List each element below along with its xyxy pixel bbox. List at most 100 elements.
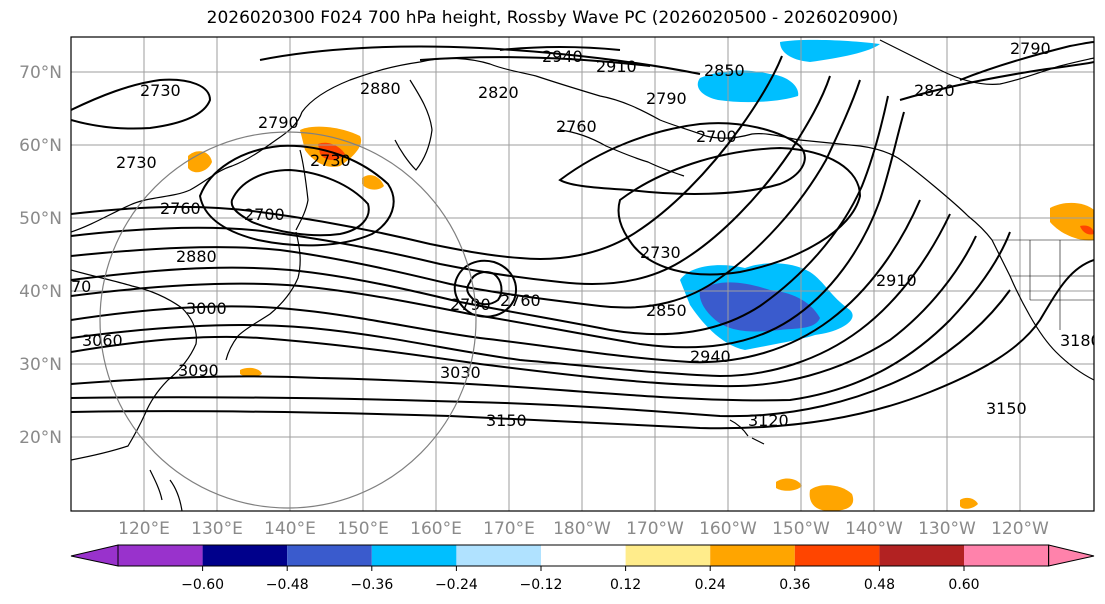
contour-2940-arctic	[499, 46, 621, 51]
contour-2910-arctic	[419, 56, 651, 67]
contour-2760-ne	[558, 122, 806, 195]
lon-label: 160°E	[410, 519, 462, 539]
contour-3030	[71, 213, 951, 378]
lon-label: 180°W	[553, 519, 611, 539]
lat-label: 50°N	[19, 209, 62, 229]
contour-label: 3120	[748, 411, 789, 430]
lat-label: 60°N	[19, 136, 62, 156]
contour-label: 2790	[646, 89, 687, 108]
contour-3000	[71, 199, 921, 364]
lon-label: 150°W	[772, 519, 830, 539]
contour-label: 2730	[640, 243, 681, 262]
contour-label: 3090	[178, 361, 219, 380]
contour-label: 2910	[876, 271, 917, 290]
lat-label: 20°N	[19, 428, 62, 448]
contour-2820-ne	[899, 61, 1094, 101]
lon-label: 130°W	[918, 519, 976, 539]
contour-label: 2850	[646, 301, 687, 320]
contour-3090	[71, 231, 1011, 402]
contour-label: 2790	[450, 295, 491, 314]
lon-label: 170°E	[483, 519, 535, 539]
lon-label: 150°E	[337, 519, 389, 539]
blue-anomaly-north2	[780, 39, 880, 62]
colorbar-segment	[625, 545, 711, 566]
coast-aleutians	[559, 129, 685, 177]
contour-2790-ne	[959, 41, 1094, 81]
colorbar-segment	[118, 545, 203, 566]
lon-label: 120°E	[118, 519, 170, 539]
lat-label: 30°N	[19, 355, 62, 375]
colorbar-tick-label: 0.24	[695, 577, 726, 593]
coast-philippines	[149, 469, 183, 511]
contour-label: 2940	[690, 347, 731, 366]
colorbar-extend-left	[70, 544, 119, 567]
contour-label: 2910	[596, 57, 637, 76]
coast-na-west	[991, 239, 1094, 381]
orange-anomaly-pacific-nw	[1050, 202, 1094, 241]
contour-label: 2760	[160, 199, 201, 218]
contour-label: 2850	[704, 61, 745, 80]
colorbar-tick-label: −0.36	[350, 577, 393, 593]
lon-label: 160°W	[699, 519, 757, 539]
colorbar-extend-right	[1048, 544, 1095, 567]
contour-2850	[71, 75, 831, 285]
contour-2820	[71, 55, 783, 261]
lat-label: 40°N	[19, 282, 62, 302]
contour-label: 3150	[986, 399, 1027, 418]
contour-2700-low	[230, 168, 370, 237]
colorbar-segment	[964, 545, 1049, 566]
coast-alaska	[535, 75, 993, 241]
us-borders	[992, 239, 1094, 330]
contour-label: 70	[71, 277, 91, 296]
lon-label: 120°W	[991, 519, 1049, 539]
blue-anomaly-north	[697, 70, 799, 103]
contour-label: 2940	[542, 47, 583, 66]
contour-2760-low	[466, 271, 503, 306]
contour-label: 3180	[1060, 331, 1101, 350]
colorbar-tick-label: −0.24	[435, 577, 478, 593]
lon-label: 170°W	[626, 519, 684, 539]
contour-label: 2700	[696, 127, 737, 146]
colorbar-segment	[879, 545, 964, 566]
coast-korea-china	[71, 269, 197, 461]
contour-label: 2700	[244, 205, 285, 224]
colorbar-tick-label: −0.60	[181, 577, 224, 593]
contour-3120	[71, 289, 1011, 418]
contour-label: 2730	[140, 81, 181, 100]
height-contours	[71, 41, 1094, 430]
contour-label: 3060	[82, 331, 123, 350]
contour-2790-low	[453, 259, 517, 318]
reference-circle	[99, 131, 477, 509]
colorbar-tick-label: 0.48	[864, 577, 895, 593]
map-title: 2026020300 F024 700 hPa height, Rossby W…	[206, 8, 899, 28]
longitude-labels: 120°E 130°E 140°E 150°E 160°E 170°E 180°…	[118, 519, 1049, 539]
contour-2730-nw	[71, 78, 212, 130]
colorbar-segment	[371, 545, 457, 566]
coast-sakhalin	[295, 149, 309, 231]
colorbar-tick-label: −0.12	[520, 577, 563, 593]
contour-label: 2880	[176, 247, 217, 266]
contour-label: 2790	[258, 113, 299, 132]
colorbar-tick-label: 0.36	[779, 577, 810, 593]
contour-label: 2730	[116, 153, 157, 172]
orange-anomaly-south1	[809, 485, 854, 511]
contour-3060	[71, 235, 977, 388]
lon-label: 140°E	[264, 519, 316, 539]
lon-label: 140°W	[845, 519, 903, 539]
contour-label: 2760	[556, 117, 597, 136]
colorbar: −0.60 −0.48 −0.36 −0.24 −0.12 0.12 0.24 …	[70, 544, 1095, 593]
contour-label: 3150	[486, 411, 527, 430]
orange-anomaly-south3	[960, 497, 978, 509]
contour-labels: 2940 2910 2850 2790 2880 2820 2760 2700 …	[71, 39, 1101, 430]
contour-3150	[71, 259, 1094, 430]
contour-label: 2880	[360, 79, 401, 98]
coast-arctic-ak	[879, 39, 1094, 85]
orange-anomaly-kuril	[362, 175, 384, 190]
red-anomaly-pacific-nw	[1080, 225, 1094, 235]
graticule	[71, 37, 1094, 511]
colorbar-segment	[541, 545, 626, 566]
contour-label: 3030	[440, 363, 481, 382]
contour-label: 2820	[914, 81, 955, 100]
lat-label: 70°N	[19, 63, 62, 83]
